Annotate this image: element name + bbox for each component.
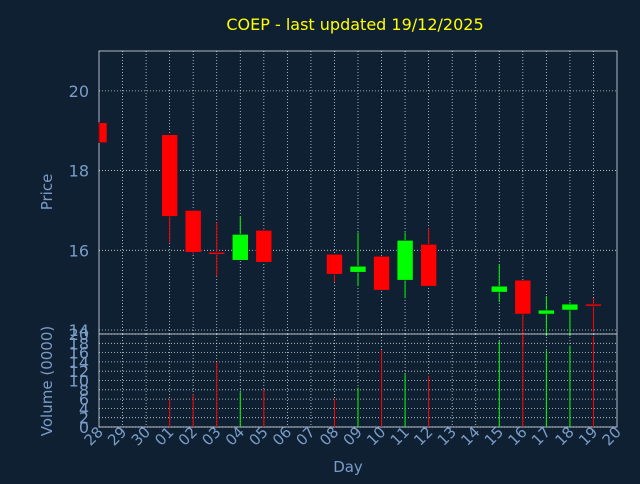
- volume-tick-label: 2: [79, 409, 89, 428]
- x-axis-ticks: 2829300102030405060708091011121314151617…: [81, 423, 625, 449]
- candle-body: [490, 285, 508, 293]
- candle-body: [326, 253, 343, 275]
- candle-body: [561, 303, 579, 311]
- volume-tick-label: 12: [69, 362, 89, 381]
- volume-tick-label: 18: [69, 334, 89, 353]
- candle-body: [396, 240, 414, 281]
- volume-tick-label: 8: [79, 381, 89, 400]
- volume-tick-label: 0: [79, 418, 89, 437]
- price-tick-label: 16: [69, 241, 89, 260]
- candle-body: [184, 210, 202, 253]
- candle-body: [420, 244, 437, 287]
- candle-body: [349, 265, 367, 273]
- volume-tick-label: 4: [79, 399, 89, 418]
- volume-axis-label: Volume (0000): [38, 326, 56, 436]
- price-tick-label: 20: [69, 82, 89, 101]
- chart-title: COEP - last updated 19/12/2025: [226, 15, 483, 34]
- volume-tick-label: 20: [69, 325, 89, 344]
- candle-body: [373, 255, 390, 291]
- volume-tick-label: 16: [69, 344, 89, 363]
- candle-body: [98, 122, 108, 143]
- x-axis-label: Day: [333, 458, 363, 476]
- candle-body: [255, 230, 273, 263]
- candle-body: [585, 303, 602, 307]
- candle-body: [538, 309, 555, 315]
- volume-tick-label: 14: [69, 353, 89, 372]
- volume-tick-label: 10: [69, 372, 89, 391]
- candle-body: [161, 134, 178, 217]
- volume-tick-label: 6: [79, 390, 89, 409]
- candle-body: [514, 279, 532, 315]
- price-panel: 14 16 18 20: [69, 50, 618, 346]
- candle-body: [231, 234, 249, 261]
- price-tick-label: 14: [69, 321, 89, 340]
- price-tick-label: 18: [69, 162, 89, 181]
- price-axis-label: Price: [38, 174, 56, 211]
- candle-body: [208, 251, 226, 255]
